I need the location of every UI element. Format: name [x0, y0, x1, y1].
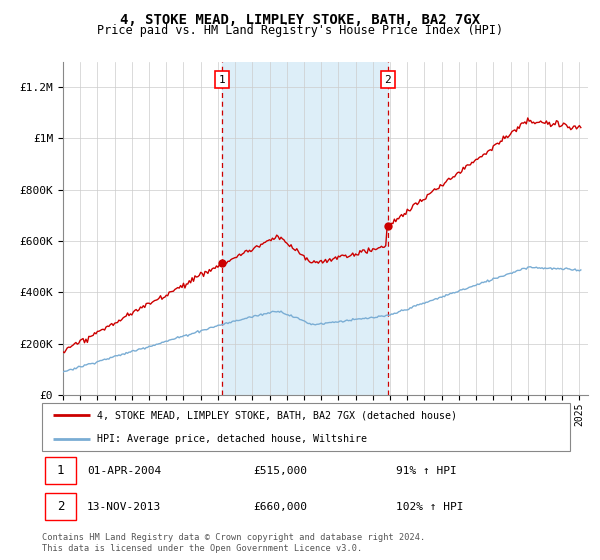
Text: 91% ↑ HPI: 91% ↑ HPI — [396, 465, 457, 475]
Text: 2: 2 — [57, 500, 64, 513]
Text: £515,000: £515,000 — [253, 465, 307, 475]
Text: HPI: Average price, detached house, Wiltshire: HPI: Average price, detached house, Wilt… — [97, 434, 367, 444]
FancyBboxPatch shape — [44, 458, 76, 484]
Text: Price paid vs. HM Land Registry's House Price Index (HPI): Price paid vs. HM Land Registry's House … — [97, 24, 503, 36]
Text: Contains HM Land Registry data © Crown copyright and database right 2024.
This d: Contains HM Land Registry data © Crown c… — [42, 533, 425, 553]
Bar — [222, 62, 388, 395]
Text: 01-APR-2004: 01-APR-2004 — [87, 465, 161, 475]
Text: 4, STOKE MEAD, LIMPLEY STOKE, BATH, BA2 7GX (detached house): 4, STOKE MEAD, LIMPLEY STOKE, BATH, BA2 … — [97, 410, 457, 420]
FancyBboxPatch shape — [44, 493, 76, 520]
Text: 1: 1 — [219, 74, 226, 85]
Text: 13-NOV-2013: 13-NOV-2013 — [87, 502, 161, 511]
Text: 4, STOKE MEAD, LIMPLEY STOKE, BATH, BA2 7GX: 4, STOKE MEAD, LIMPLEY STOKE, BATH, BA2 … — [120, 13, 480, 27]
Text: £660,000: £660,000 — [253, 502, 307, 511]
Text: 1: 1 — [57, 464, 64, 477]
Text: 2: 2 — [385, 74, 391, 85]
Text: 102% ↑ HPI: 102% ↑ HPI — [396, 502, 463, 511]
